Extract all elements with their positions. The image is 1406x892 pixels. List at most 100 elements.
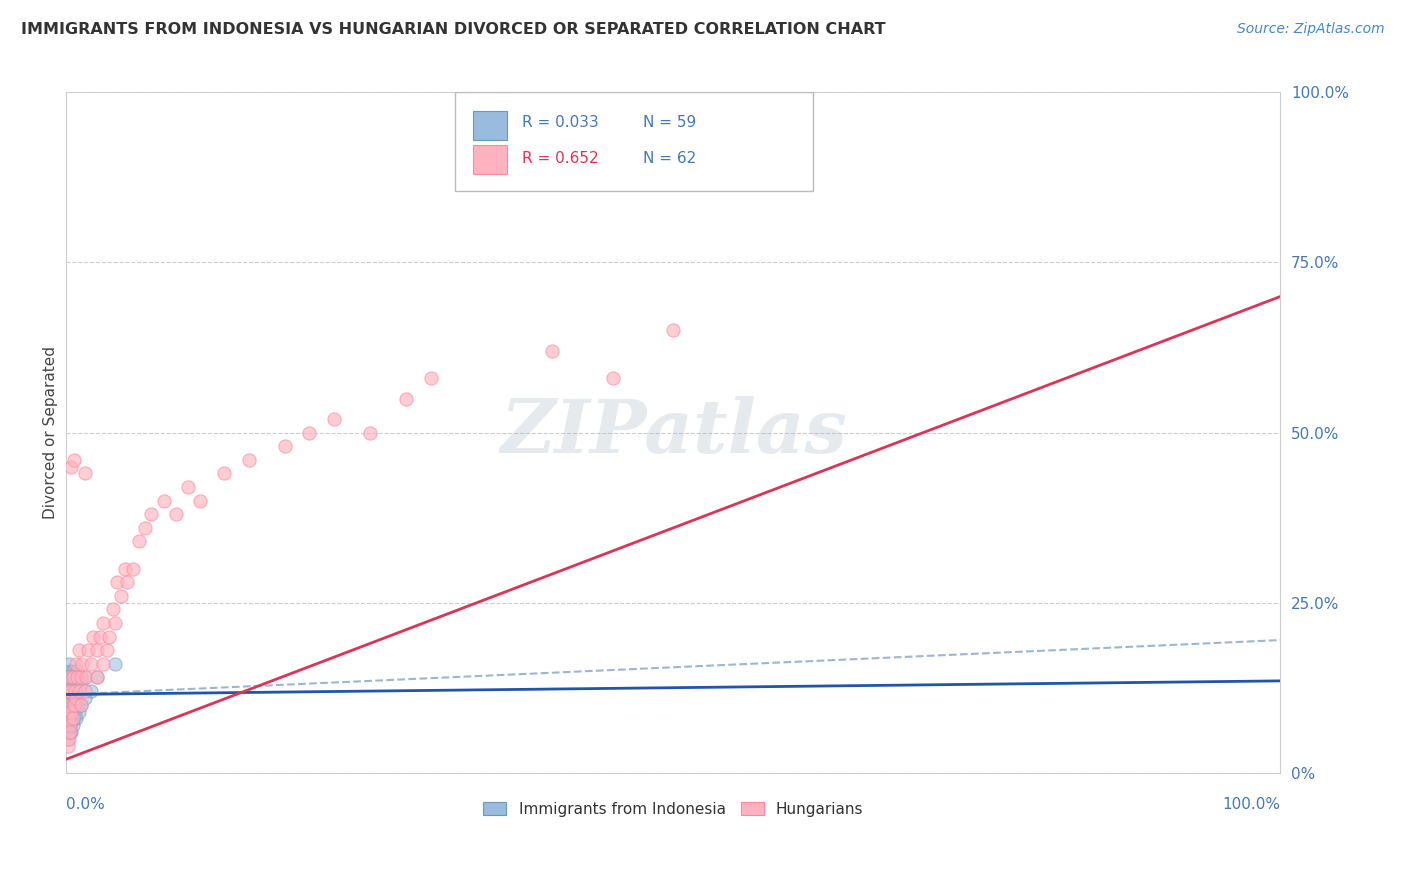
Point xyxy=(58,657,80,671)
Point xyxy=(65,677,87,691)
Point xyxy=(101,602,124,616)
Point xyxy=(56,698,79,712)
Point xyxy=(62,711,84,725)
Point xyxy=(58,705,80,719)
Point xyxy=(65,711,87,725)
Point xyxy=(56,671,79,685)
FancyBboxPatch shape xyxy=(456,93,813,191)
Point xyxy=(63,705,86,719)
Point xyxy=(60,671,83,685)
Text: 0.0%: 0.0% xyxy=(66,797,105,812)
Point xyxy=(662,324,685,338)
FancyBboxPatch shape xyxy=(474,112,508,140)
Point xyxy=(110,589,132,603)
Text: Source: ZipAtlas.com: Source: ZipAtlas.com xyxy=(1237,22,1385,37)
Point xyxy=(63,684,86,698)
Point xyxy=(58,677,80,691)
Text: ZIPatlas: ZIPatlas xyxy=(501,396,846,469)
Point xyxy=(165,507,187,521)
Point xyxy=(62,690,84,705)
Point xyxy=(60,459,83,474)
Point xyxy=(60,698,83,712)
Point xyxy=(177,480,200,494)
Point xyxy=(86,643,108,657)
Point xyxy=(56,690,79,705)
Point xyxy=(82,630,104,644)
Point xyxy=(59,718,82,732)
Point xyxy=(67,684,90,698)
Point xyxy=(60,711,83,725)
Point xyxy=(56,684,79,698)
Point xyxy=(70,677,93,691)
Point xyxy=(58,698,80,712)
Text: 100.0%: 100.0% xyxy=(1222,797,1281,812)
Point xyxy=(67,671,90,685)
Point xyxy=(66,671,89,685)
Point xyxy=(70,698,93,712)
Point xyxy=(66,664,89,678)
Text: R = 0.652: R = 0.652 xyxy=(522,151,599,166)
Point xyxy=(75,671,97,685)
Point xyxy=(89,630,111,644)
Point xyxy=(58,684,80,698)
Point xyxy=(395,392,418,406)
Point xyxy=(62,711,84,725)
Point xyxy=(214,467,236,481)
Legend: Immigrants from Indonesia, Hungarians: Immigrants from Indonesia, Hungarians xyxy=(477,796,869,823)
Point xyxy=(56,705,79,719)
Point xyxy=(62,711,84,725)
Text: R = 0.033: R = 0.033 xyxy=(522,115,599,130)
Point xyxy=(56,739,79,753)
Point xyxy=(56,718,79,732)
Point xyxy=(58,671,80,685)
Point xyxy=(59,718,82,732)
Point xyxy=(56,711,79,725)
Point xyxy=(322,412,344,426)
Point xyxy=(62,671,84,685)
Point xyxy=(77,643,100,657)
Point xyxy=(134,521,156,535)
Point xyxy=(56,684,79,698)
Point xyxy=(107,575,129,590)
Point xyxy=(70,671,93,685)
Point xyxy=(238,452,260,467)
Point xyxy=(80,684,103,698)
Point xyxy=(65,690,87,705)
Point xyxy=(59,684,82,698)
Point xyxy=(60,684,83,698)
Point xyxy=(60,690,83,705)
Point xyxy=(58,711,80,725)
Point xyxy=(104,657,127,671)
Point xyxy=(67,705,90,719)
Point xyxy=(59,711,82,725)
Point xyxy=(60,725,83,739)
Text: N = 59: N = 59 xyxy=(643,115,696,130)
Point xyxy=(541,343,564,358)
FancyBboxPatch shape xyxy=(474,145,508,174)
Point xyxy=(96,643,118,657)
Point xyxy=(114,561,136,575)
Point xyxy=(104,615,127,630)
Point xyxy=(56,677,79,691)
Point xyxy=(70,657,93,671)
Point xyxy=(58,718,80,732)
Text: N = 62: N = 62 xyxy=(643,151,696,166)
Point xyxy=(59,725,82,739)
Point xyxy=(359,425,381,440)
Point xyxy=(59,725,82,739)
Point xyxy=(86,671,108,685)
Point xyxy=(59,677,82,691)
Point xyxy=(59,664,82,678)
Point xyxy=(274,439,297,453)
Point xyxy=(122,561,145,575)
Point xyxy=(63,684,86,698)
Point xyxy=(298,425,321,440)
Point xyxy=(73,467,96,481)
Point xyxy=(62,452,84,467)
Text: IMMIGRANTS FROM INDONESIA VS HUNGARIAN DIVORCED OR SEPARATED CORRELATION CHART: IMMIGRANTS FROM INDONESIA VS HUNGARIAN D… xyxy=(21,22,886,37)
Point xyxy=(73,671,96,685)
Point xyxy=(91,657,114,671)
Point xyxy=(73,690,96,705)
Point xyxy=(56,731,79,746)
Point xyxy=(60,705,83,719)
